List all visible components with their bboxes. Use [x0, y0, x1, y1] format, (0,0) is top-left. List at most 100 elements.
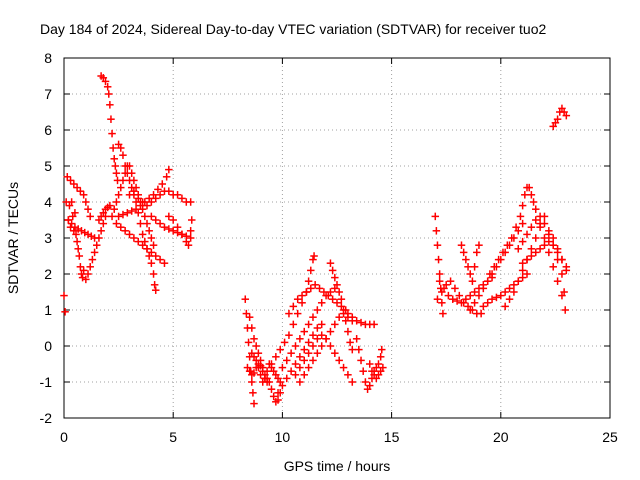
data-point — [518, 266, 527, 275]
data-point — [553, 277, 562, 285]
data-point — [186, 227, 195, 235]
data-point — [531, 216, 540, 224]
data-point — [540, 241, 549, 249]
data-point — [296, 378, 304, 386]
data-point — [435, 277, 444, 285]
data-point — [252, 342, 260, 350]
data-point — [549, 241, 557, 249]
data-point — [499, 248, 507, 257]
data-point — [76, 187, 85, 195]
y-axis-label: SDTVAR / TECUs — [5, 182, 21, 294]
data-point — [103, 83, 112, 91]
data-point — [156, 255, 164, 264]
data-point — [453, 297, 461, 305]
data-point — [470, 299, 479, 307]
data-point — [287, 367, 295, 375]
data-point — [462, 255, 470, 264]
data-point — [561, 306, 569, 314]
data-point — [66, 176, 75, 185]
data-point — [298, 291, 306, 300]
data-point — [479, 284, 488, 293]
data-point — [440, 284, 448, 293]
data-point — [510, 281, 518, 289]
data-point — [341, 317, 350, 325]
data-point — [90, 248, 99, 257]
data-point — [518, 237, 527, 246]
data-point — [160, 259, 169, 267]
data-point — [79, 266, 88, 275]
data-point — [464, 263, 472, 271]
data-point — [527, 191, 536, 199]
data-point — [254, 363, 263, 372]
data-point — [455, 291, 464, 300]
data-point — [331, 273, 339, 282]
data-point — [84, 270, 92, 278]
data-point — [462, 295, 470, 303]
data-point — [256, 371, 265, 379]
y-tick-label: 5 — [44, 158, 52, 174]
data-point — [106, 201, 114, 210]
data-point — [304, 349, 313, 357]
data-point — [483, 299, 492, 307]
data-point — [475, 291, 483, 300]
data-point — [333, 281, 341, 289]
y-tick-label: 1 — [44, 302, 52, 318]
data-point — [553, 245, 562, 253]
data-point — [518, 219, 527, 228]
data-point — [558, 270, 566, 278]
data-point — [317, 331, 326, 339]
data-point — [512, 223, 520, 231]
data-point — [73, 237, 81, 246]
data-point — [553, 115, 562, 123]
data-point — [127, 169, 136, 177]
data-point — [149, 270, 158, 278]
y-tick-label: -2 — [40, 410, 53, 426]
data-point — [74, 245, 82, 253]
data-point — [333, 299, 341, 307]
data-point — [536, 212, 544, 221]
data-point — [379, 363, 387, 372]
data-point — [339, 306, 348, 314]
data-point — [97, 227, 105, 235]
data-point — [335, 356, 343, 365]
data-point — [150, 281, 159, 289]
data-point — [291, 371, 300, 379]
data-point — [291, 342, 300, 350]
data-point — [488, 295, 496, 303]
data-point — [366, 381, 374, 390]
data-point — [361, 378, 370, 386]
data-point — [151, 216, 160, 224]
data-point — [119, 210, 127, 219]
data-point — [178, 230, 186, 239]
data-point — [136, 219, 145, 228]
data-point — [475, 241, 483, 249]
data-point — [283, 356, 291, 365]
data-point — [523, 270, 531, 278]
data-point — [355, 345, 363, 354]
data-point — [173, 191, 182, 199]
data-point — [501, 302, 509, 311]
x-tick-label: 20 — [493, 429, 509, 445]
data-point — [477, 309, 485, 318]
data-point — [147, 212, 156, 221]
data-point — [72, 230, 80, 239]
data-point — [337, 295, 346, 303]
data-point — [352, 317, 361, 325]
data-point — [525, 183, 533, 192]
data-point — [483, 277, 492, 285]
data-point — [107, 115, 115, 123]
data-point — [269, 392, 278, 401]
data-point — [527, 223, 536, 231]
data-point — [300, 356, 308, 365]
data-point — [125, 191, 134, 199]
data-point — [514, 245, 523, 253]
data-point — [309, 331, 317, 339]
data-point — [130, 234, 138, 242]
data-point — [169, 227, 177, 235]
data-point — [326, 327, 335, 336]
data-point — [165, 225, 173, 233]
data-point — [309, 342, 317, 350]
data-point — [326, 259, 335, 267]
y-tick-label: 8 — [44, 50, 52, 66]
